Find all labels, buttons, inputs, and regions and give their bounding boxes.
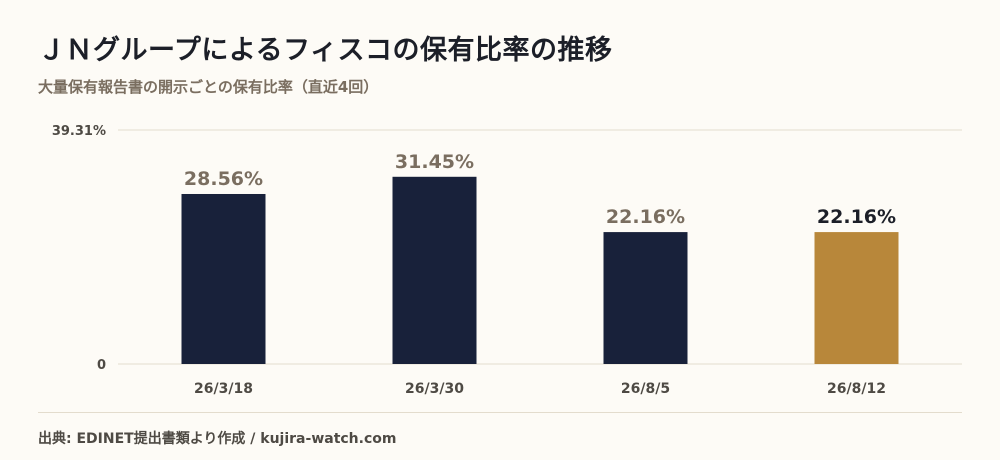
bar-1 <box>181 193 266 364</box>
chart-title: ＪＮグループによるフィスコの保有比率の推移 <box>38 35 613 66</box>
x-tick-label-4: 26/8/12 <box>827 381 886 397</box>
y-tick-label-max: 39.31% <box>52 124 106 139</box>
value-label-1: 28.56% <box>184 168 263 190</box>
footer-divider <box>38 412 962 413</box>
value-label-4: 22.16% <box>817 206 896 228</box>
value-label-3: 22.16% <box>606 206 685 228</box>
bar-3 <box>603 232 688 364</box>
source-note: 出典: EDINET提出書類より作成 / kujira-watch.com <box>38 431 397 447</box>
x-tick-label-1: 26/3/18 <box>194 381 253 397</box>
x-tick-label-3: 26/8/5 <box>621 381 670 397</box>
y-tick-label-zero: 0 <box>97 358 106 373</box>
chart-subtitle: 大量保有報告書の開示ごとの保有比率（直近4回） <box>38 78 379 96</box>
value-label-2: 31.45% <box>395 151 474 173</box>
bar-2 <box>392 176 477 364</box>
bar-4 <box>814 232 899 364</box>
x-tick-label-2: 26/3/30 <box>405 381 464 397</box>
